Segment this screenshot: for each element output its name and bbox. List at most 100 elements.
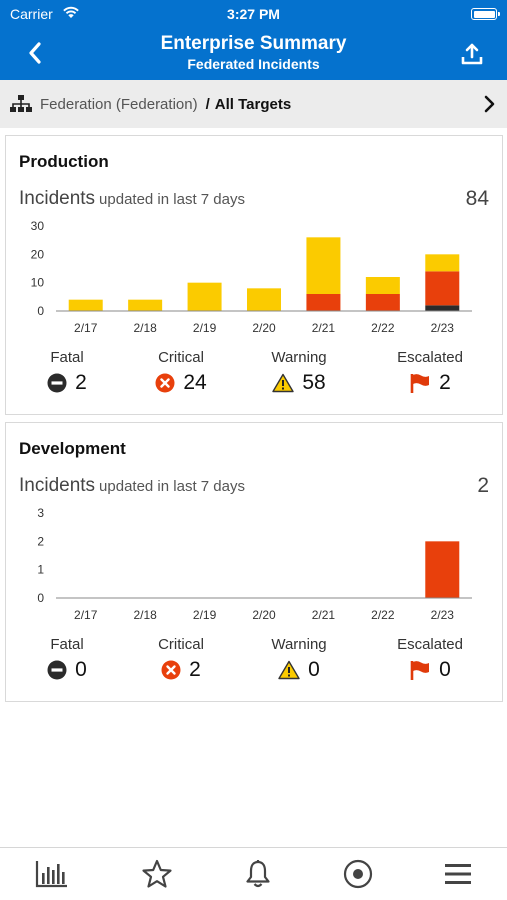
critical-summary[interactable]: Critical 2: [126, 636, 236, 685]
incidents-label: Incidents: [19, 475, 96, 496]
flag-icon: [410, 661, 430, 680]
development-card[interactable]: Development Incidents updated in last 7 d…: [5, 422, 503, 702]
page-subtitle: Federated Incidents: [187, 56, 320, 72]
breadcrumb-separator: /: [205, 95, 210, 113]
target-icon: [343, 859, 373, 889]
production-card[interactable]: Production Incidents updated in last 7 da…: [5, 135, 503, 415]
chevron-right-icon: [484, 95, 495, 113]
nav-bar: Enterprise Summary Federated Incidents: [0, 28, 507, 80]
y-tick-label: 3: [37, 506, 44, 520]
warning-label: Warning: [271, 349, 327, 366]
wifi-icon: [62, 5, 80, 24]
fatal-icon: [47, 373, 67, 393]
bar-chart-icon: [35, 861, 67, 888]
severity-summary: Fatal 2 Critical 24 Warning 58 Escalated…: [6, 349, 504, 409]
x-tick-label: 2/18: [133, 321, 157, 335]
incidents-heading: Incidents updated in last 7 days: [19, 188, 245, 210]
bar-warning-2/19[interactable]: [187, 282, 222, 311]
card-title: Development: [19, 439, 126, 458]
escalated-label: Escalated: [397, 636, 463, 653]
warning-label: Warning: [271, 636, 327, 653]
upload-icon: [461, 43, 483, 65]
bar-critical-2/23[interactable]: [425, 541, 460, 598]
critical-count: 24: [183, 371, 207, 394]
incidents-total: 2: [477, 474, 489, 497]
x-tick-label: 2/19: [193, 608, 217, 622]
fatal-count: 0: [75, 658, 87, 681]
fatal-summary[interactable]: Fatal 2: [12, 349, 122, 398]
escalated-label: Escalated: [397, 349, 463, 366]
chevron-left-icon: [29, 42, 41, 64]
incidents-chart: 0 1 2 3 2/17 2/18 2/19 2/20 2/21 2/22 2/23: [37, 506, 472, 622]
x-tick-label: 2/23: [431, 608, 455, 622]
breadcrumb-target[interactable]: All Targets: [214, 95, 292, 113]
y-tick-label: 10: [31, 276, 45, 290]
x-tick-label: 2/17: [74, 321, 98, 335]
warning-summary[interactable]: Warning 0: [244, 636, 354, 685]
status-bar: Carrier 3:27 PM: [0, 0, 507, 28]
y-tick-label: 2: [37, 534, 44, 548]
bar-warning-2/17[interactable]: [68, 299, 103, 311]
critical-icon: [155, 373, 175, 393]
bar-warning-2/20[interactable]: [247, 288, 281, 311]
severity-summary: Fatal 0 Critical 2 Warning 0 Escalated 0: [6, 636, 504, 696]
share-button[interactable]: [457, 39, 487, 69]
flag-icon: [410, 374, 430, 393]
x-tick-label: 2/22: [371, 608, 395, 622]
tab-bar: [0, 847, 507, 900]
escalated-summary[interactable]: Escalated 2: [375, 349, 485, 399]
bar-warning-2/21[interactable]: [306, 237, 341, 294]
x-tick-label: 2/19: [193, 321, 217, 335]
warning-count: 0: [308, 658, 320, 681]
warning-summary[interactable]: Warning 58: [244, 349, 354, 398]
card-title: Production: [19, 152, 109, 171]
incidents-heading: Incidents updated in last 7 days: [19, 475, 245, 497]
critical-label: Critical: [158, 349, 204, 366]
escalated-count: 2: [439, 371, 451, 394]
tab-targets[interactable]: [340, 858, 376, 890]
y-tick-label: 30: [31, 219, 45, 233]
critical-label: Critical: [158, 636, 204, 653]
fatal-icon: [47, 660, 67, 680]
hamburger-icon: [445, 864, 471, 884]
x-tick-label: 2/21: [312, 608, 336, 622]
critical-summary[interactable]: Critical 24: [126, 349, 236, 398]
escalated-summary[interactable]: Escalated 0: [375, 636, 485, 686]
incidents-subtitle: updated in last 7 days: [99, 478, 245, 495]
breadcrumb[interactable]: Federation (Federation) / All Targets: [0, 80, 507, 128]
bar-warning-2/23[interactable]: [425, 254, 460, 272]
bar-critical-2/23[interactable]: [425, 271, 460, 306]
tab-notifications[interactable]: [240, 858, 276, 890]
y-tick-label: 0: [37, 304, 44, 318]
bar-warning-2/22[interactable]: [365, 277, 400, 294]
bell-icon: [246, 860, 270, 888]
carrier-label: Carrier: [10, 6, 53, 22]
incidents-chart: 0 10 20 30 2/17 2/18 2/19 2/20 2/21 2/22 2/23: [31, 219, 472, 335]
warning-count: 58: [302, 371, 326, 394]
warning-icon: [278, 660, 300, 680]
incidents-label: Incidents: [19, 188, 96, 209]
fatal-summary[interactable]: Fatal 0: [12, 636, 122, 685]
breadcrumb-federation[interactable]: Federation (Federation): [40, 95, 198, 113]
incidents-subtitle: updated in last 7 days: [99, 191, 245, 208]
x-tick-label: 2/18: [133, 608, 157, 622]
escalated-count: 0: [439, 658, 451, 681]
tab-menu[interactable]: [440, 858, 476, 890]
battery-icon: [471, 8, 500, 20]
critical-count: 2: [189, 658, 201, 681]
y-tick-label: 20: [31, 247, 45, 261]
x-tick-label: 2/23: [431, 321, 455, 335]
critical-icon: [161, 660, 181, 680]
hierarchy-icon: [10, 95, 32, 112]
bar-warning-2/18[interactable]: [128, 299, 163, 311]
back-button[interactable]: [20, 38, 50, 68]
tab-favorites[interactable]: [139, 858, 175, 890]
y-tick-label: 0: [37, 591, 44, 605]
fatal-label: Fatal: [50, 636, 84, 653]
bar-critical-2/22[interactable]: [365, 294, 400, 311]
bar-fatal-2/23[interactable]: [425, 305, 460, 311]
y-tick-label: 1: [37, 563, 44, 577]
x-tick-label: 2/20: [252, 321, 276, 335]
bar-critical-2/21[interactable]: [306, 294, 341, 311]
tab-dashboard[interactable]: [34, 858, 70, 890]
